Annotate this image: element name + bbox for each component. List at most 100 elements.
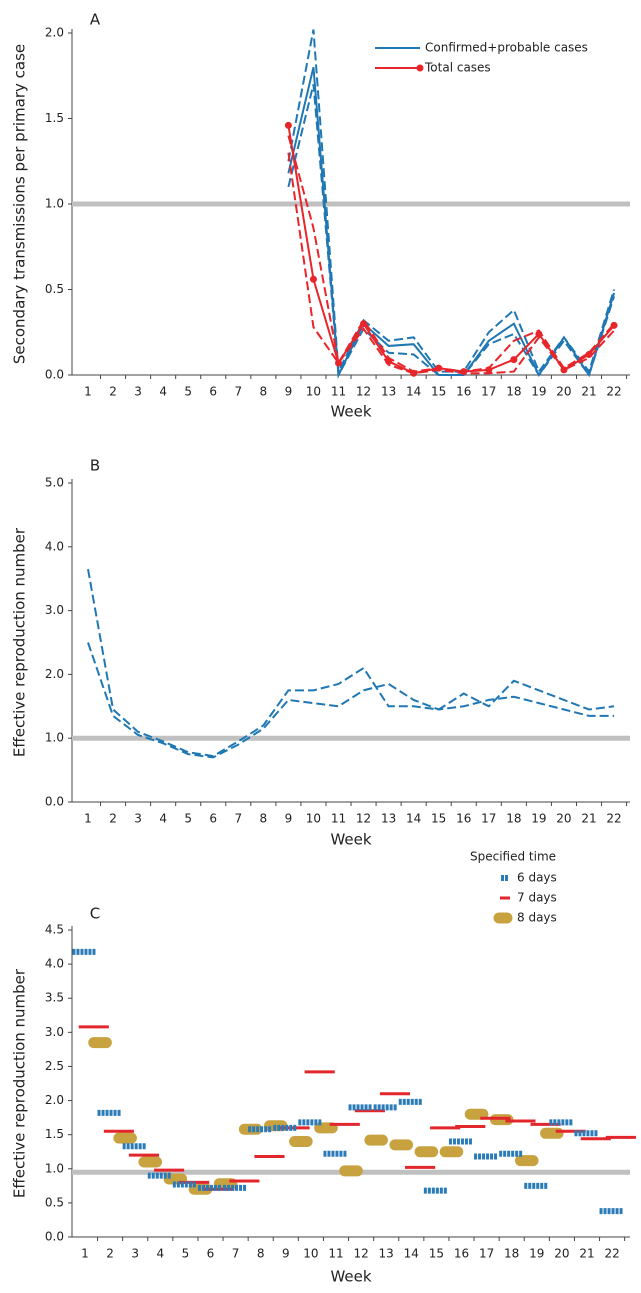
x-tick-label: 16 <box>456 812 471 826</box>
x-tick-label: 20 <box>554 1247 569 1261</box>
x-tick-label: 5 <box>184 385 192 399</box>
x-tick-label: 19 <box>529 1247 544 1261</box>
bound-line <box>287 84 616 379</box>
x-tick-label: 9 <box>285 385 293 399</box>
y-tick-label: 0.0 <box>45 1230 64 1244</box>
y-tick-label: 2.0 <box>45 1093 64 1107</box>
x-tick-label: 3 <box>134 385 142 399</box>
x-tick-label: 11 <box>331 385 346 399</box>
legend-label: 8 days <box>517 911 557 925</box>
legend-label: Confirmed+probable cases <box>425 41 588 55</box>
x-tick-label: 16 <box>456 385 471 399</box>
y-tick-label: 3.5 <box>45 991 64 1005</box>
y-tick-label: 5.0 <box>45 476 64 490</box>
x-tick-label: 17 <box>479 1247 494 1261</box>
y-tick-label: 2.5 <box>45 1059 64 1073</box>
x-tick-label: 3 <box>131 1247 139 1261</box>
point <box>410 369 418 377</box>
x-tick-label: 2 <box>106 1247 114 1261</box>
series-line <box>287 66 616 379</box>
bound-line <box>87 568 615 758</box>
x-tick-label: 16 <box>454 1247 469 1261</box>
y-tick-label: 1.0 <box>45 1161 64 1175</box>
y-tick-label: 4.5 <box>45 923 64 937</box>
x-tick-label: 21 <box>579 1247 594 1261</box>
x-tick-label: 1 <box>84 385 92 399</box>
x-tick-label: 13 <box>379 1247 394 1261</box>
point <box>335 359 342 367</box>
x-tick-label: 9 <box>285 812 293 826</box>
legend-title: Specified time <box>470 850 556 864</box>
y-tick-label: 1.0 <box>45 197 64 211</box>
y-axis-label: Secondary transmissions per primary case <box>11 44 29 364</box>
y-tick-label: 0.0 <box>45 795 64 809</box>
x-tick-label: 20 <box>556 385 571 399</box>
y-tick-label: 1.0 <box>45 731 64 745</box>
bound-line <box>87 642 615 759</box>
x-tick-label: 20 <box>556 812 571 826</box>
point <box>485 366 493 374</box>
point <box>560 366 568 374</box>
x-tick-label: 1 <box>81 1247 89 1261</box>
x-tick-label: 10 <box>306 385 321 399</box>
point <box>610 321 618 329</box>
x-tick-label: 7 <box>234 812 242 826</box>
x-tick-label: 7 <box>234 385 242 399</box>
y-tick-label: 1.5 <box>45 1127 64 1141</box>
bound-line <box>287 135 615 373</box>
x-tick-label: 12 <box>356 812 371 826</box>
x-tick-label: 14 <box>406 385 421 399</box>
x-axis-label: Week <box>330 1268 371 1286</box>
series-line <box>287 125 615 375</box>
y-tick-label: 4.0 <box>45 539 64 553</box>
x-tick-label: 3 <box>134 812 142 826</box>
x-tick-label: 18 <box>506 812 521 826</box>
point <box>284 121 292 129</box>
legend-label: 7 days <box>517 891 557 905</box>
x-tick-label: 6 <box>207 1247 215 1261</box>
x-tick-label: 10 <box>303 1247 318 1261</box>
point <box>510 356 518 364</box>
point <box>385 357 393 365</box>
x-tick-label: 13 <box>381 812 396 826</box>
x-tick-label: 13 <box>381 385 396 399</box>
x-tick-label: 4 <box>159 812 167 826</box>
bound-line <box>287 29 616 376</box>
x-tick-label: 18 <box>504 1247 519 1261</box>
x-tick-label: 17 <box>481 812 496 826</box>
x-tick-label: 12 <box>356 385 371 399</box>
x-axis-label: Week <box>330 403 371 421</box>
x-tick-label: 15 <box>431 385 446 399</box>
legend-label: 6 days <box>517 871 557 885</box>
x-tick-label: 5 <box>184 812 192 826</box>
y-tick-label: 3.0 <box>45 603 64 617</box>
x-tick-label: 10 <box>306 812 321 826</box>
y-tick-label: 4.0 <box>45 957 64 971</box>
x-tick-label: 18 <box>506 385 521 399</box>
x-axis-label: Week <box>330 831 371 849</box>
x-tick-label: 7 <box>232 1247 240 1261</box>
y-tick-label: 2.0 <box>45 667 64 681</box>
panel-label: A <box>90 11 101 29</box>
x-tick-label: 14 <box>404 1247 419 1261</box>
x-tick-label: 6 <box>209 385 217 399</box>
y-tick-label: 2.0 <box>45 26 64 40</box>
x-tick-label: 12 <box>353 1247 368 1261</box>
x-tick-label: 2 <box>109 385 117 399</box>
x-tick-label: 19 <box>531 385 546 399</box>
point <box>460 368 468 376</box>
panel-label: C <box>90 905 100 923</box>
x-tick-label: 11 <box>331 812 346 826</box>
point <box>360 320 368 328</box>
x-tick-label: 6 <box>209 812 217 826</box>
legend-label: Total cases <box>424 61 491 75</box>
y-axis-label: Effective reproduction number <box>11 968 29 1198</box>
y-tick-label: 0.5 <box>45 282 64 296</box>
x-tick-label: 15 <box>429 1247 444 1261</box>
x-tick-label: 4 <box>156 1247 164 1261</box>
point <box>535 330 543 338</box>
x-tick-label: 11 <box>328 1247 343 1261</box>
panel-label: B <box>90 457 100 475</box>
x-tick-label: 21 <box>581 812 596 826</box>
